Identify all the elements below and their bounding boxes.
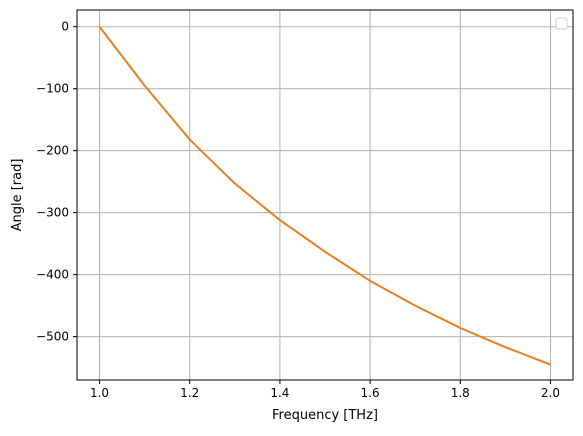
y-tick-label: −200 [36,144,69,158]
plot-area-frame [77,10,573,380]
y-tick-label: −500 [36,330,69,344]
legend-box [556,18,567,29]
y-tick-label: −100 [36,82,69,96]
x-tick-label: 1.4 [270,386,289,400]
x-axis-label: Frequency [THz] [272,408,378,423]
x-axis: 1.0 1.2 1.4 1.6 1.8 2.0 [90,380,560,400]
x-tick-label: 1.2 [180,386,199,400]
x-tick-label: 1.0 [90,386,109,400]
x-tick-label: 1.6 [361,386,380,400]
y-axis-label: Angle [rad] [10,159,25,232]
series-layer [100,27,551,365]
y-tick-label: −400 [36,268,69,282]
x-tick-label: 2.0 [541,386,560,400]
series-line-0 [100,27,551,365]
grid [77,10,573,380]
x-tick-label: 1.8 [451,386,470,400]
y-axis: 0 −100 −200 −300 −400 −500 [36,20,77,344]
y-tick-label: 0 [61,20,69,34]
y-tick-label: −300 [36,206,69,220]
